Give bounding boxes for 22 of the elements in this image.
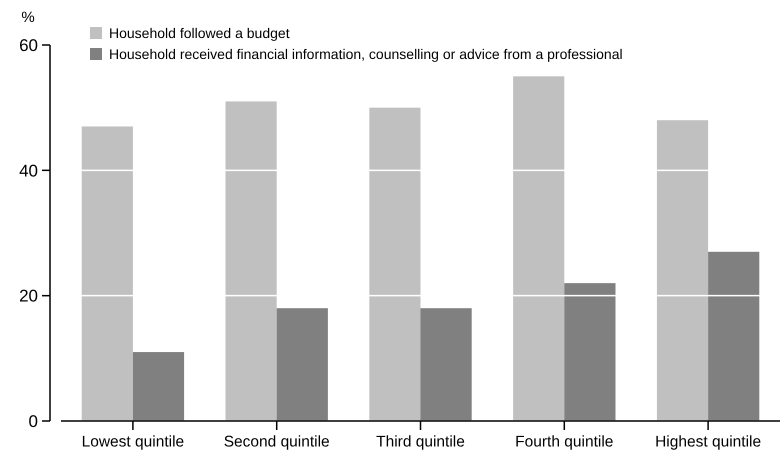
- y-tick-label: 0: [28, 412, 38, 431]
- y-tick-label: 60: [19, 36, 38, 55]
- bar: [513, 76, 564, 421]
- bar: [132, 352, 184, 421]
- bar: [708, 252, 760, 421]
- x-tick-label: Lowest quintile: [82, 433, 184, 450]
- bar: [420, 308, 472, 421]
- x-tick-label: Second quintile: [224, 433, 330, 450]
- bar: [82, 126, 133, 421]
- y-tick-label: 40: [19, 161, 38, 180]
- bar: [226, 101, 277, 421]
- bar: [656, 120, 708, 421]
- x-tick-label: Third quintile: [376, 433, 465, 450]
- bar: [369, 108, 420, 421]
- x-tick-label: Fourth quintile: [515, 433, 614, 450]
- legend-label: Household received financial information, counselling or advice from a professional: [109, 46, 623, 62]
- x-tick-label: Highest quintile: [655, 433, 762, 450]
- bar: [276, 308, 328, 421]
- legend-label: Household followed a budget: [109, 24, 290, 41]
- bar: [564, 283, 616, 421]
- y-axis-title: %: [21, 9, 35, 26]
- y-tick-label: 20: [19, 286, 38, 306]
